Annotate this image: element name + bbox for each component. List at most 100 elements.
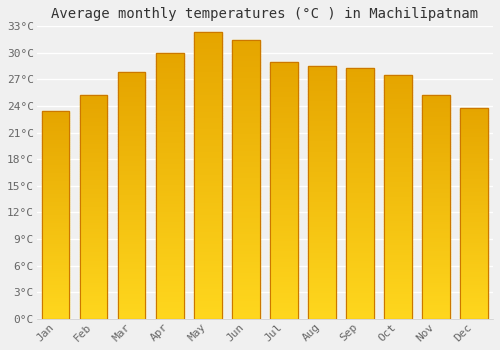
Bar: [422, 296, 450, 299]
Bar: [460, 264, 487, 266]
Bar: [422, 164, 450, 166]
Bar: [460, 188, 487, 190]
Bar: [346, 166, 374, 168]
Bar: [80, 267, 108, 270]
Bar: [308, 218, 336, 220]
Bar: [422, 191, 450, 193]
Bar: [460, 159, 487, 161]
Bar: [422, 166, 450, 169]
Bar: [308, 145, 336, 147]
Bar: [270, 67, 297, 69]
Bar: [194, 156, 222, 159]
Bar: [232, 45, 260, 48]
Bar: [384, 90, 411, 92]
Bar: [194, 96, 222, 98]
Bar: [346, 103, 374, 106]
Bar: [194, 230, 222, 233]
Bar: [384, 146, 411, 148]
Bar: [422, 270, 450, 272]
Bar: [194, 282, 222, 285]
Bar: [384, 77, 411, 80]
Bar: [194, 87, 222, 90]
Bar: [80, 254, 108, 256]
Bar: [422, 184, 450, 187]
Bar: [422, 306, 450, 308]
Bar: [156, 122, 184, 125]
Bar: [194, 253, 222, 256]
Bar: [80, 259, 108, 261]
Bar: [422, 112, 450, 115]
Bar: [118, 262, 146, 265]
Bar: [308, 301, 336, 304]
Bar: [156, 125, 184, 127]
Bar: [346, 93, 374, 96]
Bar: [80, 127, 108, 129]
Bar: [156, 207, 184, 210]
Bar: [194, 144, 222, 147]
Bar: [460, 129, 487, 131]
Bar: [270, 95, 297, 98]
Bar: [460, 237, 487, 239]
Bar: [460, 292, 487, 294]
Bar: [156, 98, 184, 101]
Bar: [460, 110, 487, 112]
Bar: [80, 147, 108, 149]
Bar: [42, 138, 70, 140]
Bar: [422, 162, 450, 164]
Bar: [194, 150, 222, 153]
Bar: [156, 220, 184, 223]
Bar: [460, 243, 487, 245]
Bar: [194, 41, 222, 44]
Bar: [422, 260, 450, 263]
Bar: [156, 231, 184, 234]
Bar: [232, 146, 260, 148]
Bar: [346, 279, 374, 281]
Bar: [460, 245, 487, 247]
Bar: [118, 260, 146, 262]
Bar: [118, 240, 146, 243]
Bar: [270, 262, 297, 265]
Bar: [384, 243, 411, 246]
Bar: [118, 163, 146, 166]
Bar: [308, 165, 336, 167]
Bar: [232, 182, 260, 185]
Bar: [308, 261, 336, 263]
Bar: [232, 308, 260, 310]
Bar: [384, 75, 411, 77]
Bar: [384, 314, 411, 316]
Bar: [118, 193, 146, 196]
Bar: [460, 173, 487, 175]
Bar: [232, 148, 260, 151]
Bar: [460, 251, 487, 253]
Bar: [422, 256, 450, 258]
Bar: [118, 292, 146, 294]
Bar: [80, 220, 108, 223]
Bar: [232, 213, 260, 216]
Bar: [422, 177, 450, 180]
Bar: [346, 236, 374, 239]
Bar: [460, 150, 487, 152]
Bar: [308, 271, 336, 273]
Bar: [346, 198, 374, 201]
Bar: [80, 218, 108, 220]
Bar: [384, 99, 411, 102]
Bar: [270, 275, 297, 278]
Bar: [270, 167, 297, 170]
Bar: [422, 227, 450, 229]
Bar: [118, 316, 146, 319]
Bar: [270, 69, 297, 72]
Bar: [232, 313, 260, 316]
Bar: [42, 154, 70, 156]
Bar: [422, 274, 450, 276]
Bar: [422, 180, 450, 182]
Bar: [118, 297, 146, 299]
Bar: [422, 115, 450, 117]
Bar: [232, 252, 260, 255]
Bar: [232, 129, 260, 132]
Bar: [308, 142, 336, 145]
Bar: [42, 194, 70, 196]
Bar: [232, 70, 260, 73]
Bar: [42, 258, 70, 260]
Bar: [156, 173, 184, 175]
Bar: [346, 118, 374, 121]
